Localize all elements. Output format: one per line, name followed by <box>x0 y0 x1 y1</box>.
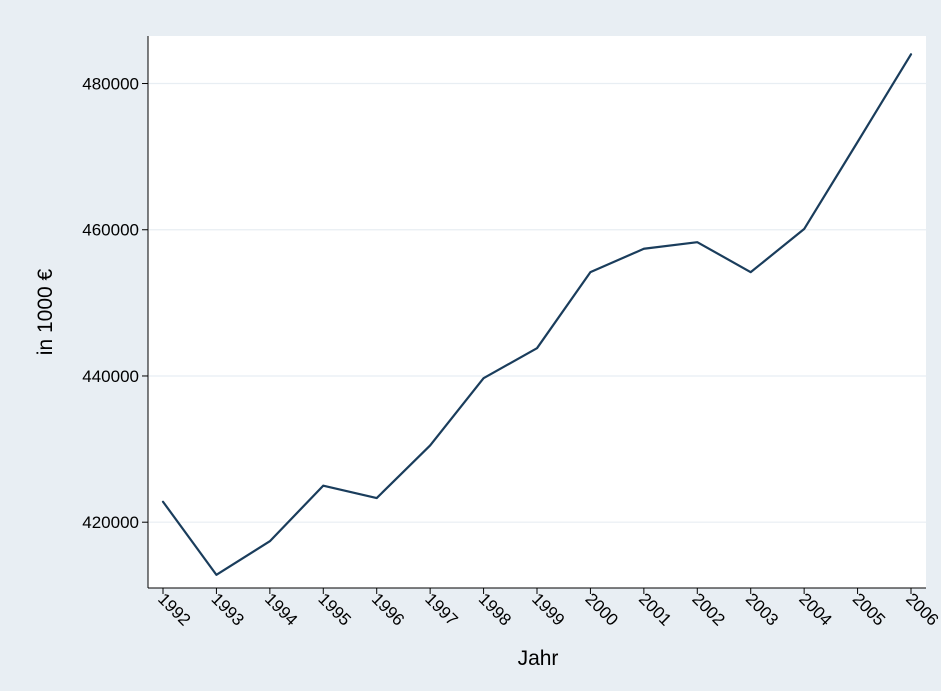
y-axis-title: in 1000 € <box>34 268 57 355</box>
series <box>161 53 913 576</box>
plot-area <box>148 36 926 588</box>
series-line <box>161 53 913 576</box>
y-tick-label: 480000 <box>82 75 139 94</box>
x-axis-title: Jahr <box>518 647 559 670</box>
y-axis-ticks: 420000 440000 460000 480000 <box>82 75 148 532</box>
y-tick-label: 460000 <box>82 221 139 240</box>
y-tick-label: 440000 <box>82 367 139 386</box>
gridlines <box>149 82 926 523</box>
y-tick-label: 420000 <box>82 513 139 532</box>
